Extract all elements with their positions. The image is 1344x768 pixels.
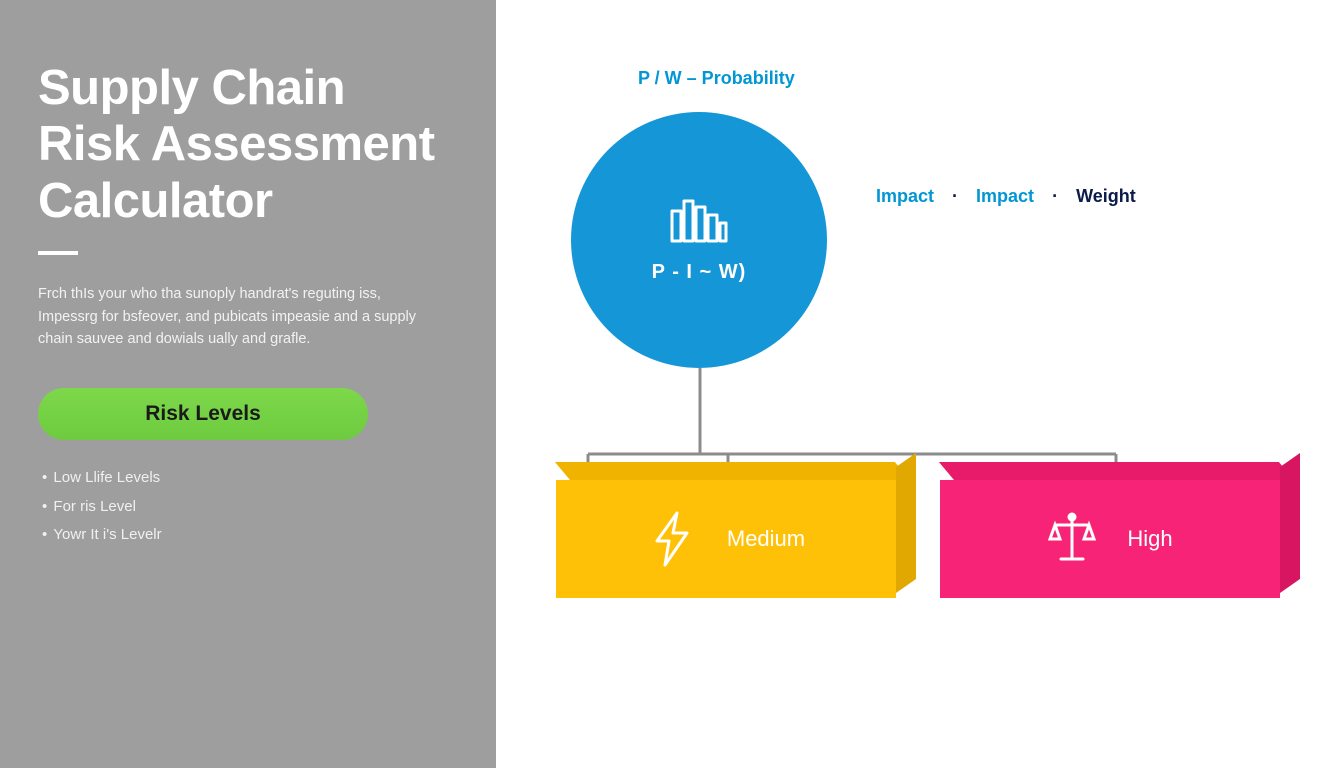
title-underline [38, 251, 78, 255]
risk-box-medium: Medium [556, 480, 896, 598]
connector-lines [496, 0, 1344, 768]
impact-label-2: Impact [976, 186, 1034, 207]
bolt-icon [647, 511, 697, 567]
sidebar: Supply Chain Risk Assessment Calculator … [0, 0, 496, 768]
weight-label: Weight [1076, 186, 1136, 207]
list-item: Low Llife Levels [42, 464, 458, 493]
list-item: Yowr It i's Levelr [42, 521, 458, 550]
diagram-area: P / W – Probability P - I ~ W) Impact · … [496, 0, 1344, 768]
scale-icon [1047, 511, 1097, 567]
formula-circle: P - I ~ W) [571, 112, 827, 368]
levels-list: Low Llife Levels For ris Level Yowr It i… [38, 464, 458, 550]
risk-levels-button[interactable]: Risk Levels [38, 388, 368, 440]
probability-label: P / W – Probability [638, 68, 795, 89]
bar-chart-icon [670, 197, 728, 243]
box-label: Medium [727, 526, 805, 552]
list-item: For ris Level [42, 493, 458, 522]
page-title: Supply Chain Risk Assessment Calculator [38, 60, 458, 229]
separator-dot: · [1052, 186, 1058, 207]
impact-label-1: Impact [876, 186, 934, 207]
box-label: High [1127, 526, 1172, 552]
separator-dot: · [952, 186, 958, 207]
side-labels: Impact · Impact · Weight [876, 186, 1136, 207]
description-text: Frch thIs your who tha sunoply handrat's… [38, 283, 438, 350]
formula-text: P - I ~ W) [652, 261, 747, 284]
risk-box-high: High [940, 480, 1280, 598]
